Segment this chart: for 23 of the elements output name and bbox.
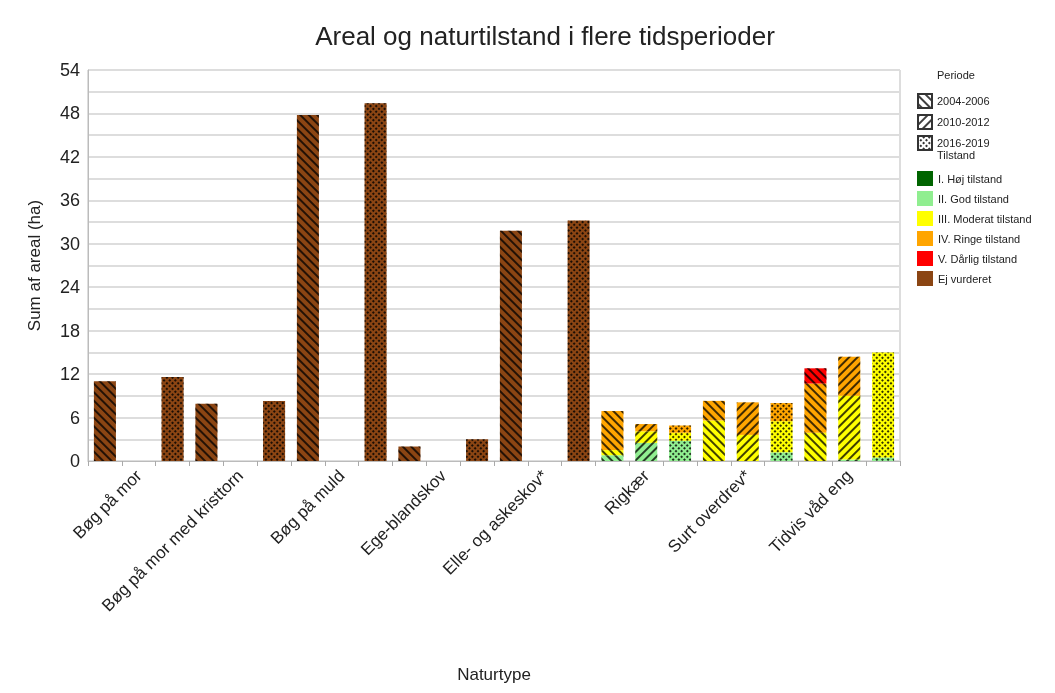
legend-label: 2010-2012 — [937, 116, 990, 128]
y-tick-label: 18 — [59, 320, 80, 341]
y-tick-label: 36 — [59, 190, 80, 211]
legend-label: 2004-2006 — [937, 95, 990, 107]
y-tick-label: 24 — [59, 277, 80, 298]
legend-label: Ej vurderet — [938, 272, 992, 285]
chart-title: Areal og naturtilstand i flere tidsperioder — [315, 21, 776, 51]
y-tick-label: 30 — [59, 233, 80, 254]
legend-label: I. Høj tilstand — [938, 172, 1003, 185]
legend-label: III. Moderat tilstand — [938, 212, 1032, 225]
y-tick-label: 12 — [59, 364, 80, 385]
y-tick-label: 6 — [69, 407, 80, 428]
legend-label: 2016-2019 — [937, 137, 990, 149]
y-tick-label: 42 — [59, 146, 80, 167]
y-tick-label: 48 — [59, 103, 80, 124]
y-axis-title: Sum af areal (ha) — [25, 199, 44, 332]
legend-label: IV. Ringe tilstand — [938, 232, 1021, 245]
legend-label: V. Dårlig tilstand — [938, 252, 1018, 265]
text: Periode — [937, 68, 975, 81]
x-axis-title: Naturtype — [457, 665, 531, 684]
legend-label: II. God tilstand — [938, 192, 1009, 205]
text: Tilstand — [937, 148, 976, 161]
y-tick-label: 54 — [59, 60, 80, 80]
